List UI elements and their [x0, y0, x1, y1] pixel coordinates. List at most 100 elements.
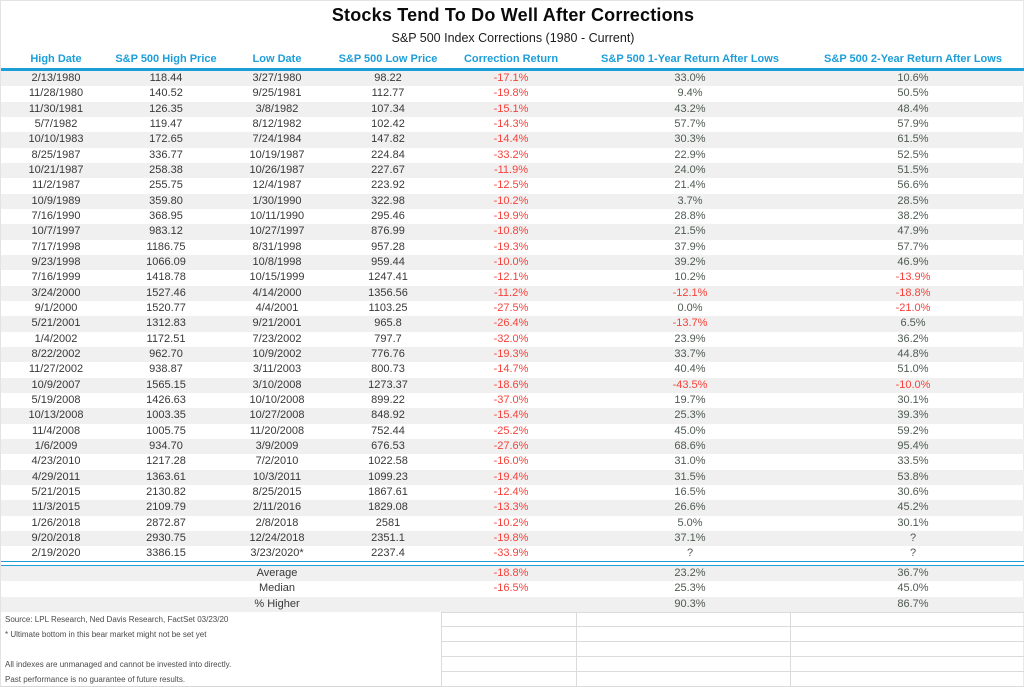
table-row: 8/22/2002 962.70 10/9/2002 776.76 -19.3% 33.7… — [1, 346, 1024, 363]
cell-1yr-return: 25.3% — [674, 582, 706, 595]
cell-correction-return: -14.3% — [493, 117, 529, 130]
cell-1yr-return: 10.2% — [674, 271, 706, 284]
table-header-row: High Date S&P 500 High Price Low Date S&… — [1, 50, 1024, 68]
cell-2yr-return: 59.2% — [897, 424, 929, 437]
cell-2yr-return: 47.9% — [897, 225, 929, 238]
cell-low-date: 2/8/2018 — [255, 516, 299, 529]
cell-high-date: 10/9/1989 — [31, 194, 81, 207]
table-row: 4/23/2010 1217.28 7/2/2010 1022.58 -16.0% 31.… — [1, 454, 1024, 469]
cell-low-date: 10/11/1990 — [249, 209, 305, 222]
table-row: 11/28/1980 140.52 9/25/1981 112.77 -19.8% 9.4… — [1, 86, 1024, 101]
cell-2yr-return: -18.8% — [895, 286, 931, 299]
cell-low-date: 10/15/1999 — [249, 271, 305, 284]
cell-2yr-return: 39.3% — [897, 409, 929, 422]
cell-high-price: 258.38 — [149, 163, 183, 176]
cell-correction-return: -19.3% — [493, 240, 529, 253]
empty-cell — [441, 627, 577, 642]
cell-1yr-return: 0.0% — [677, 301, 703, 314]
cell-high-price: 2872.87 — [146, 516, 186, 529]
cell-high-date: 1/26/2018 — [31, 516, 81, 529]
table-row: 5/21/2015 2130.82 8/25/2015 1867.61 -12.4% 16… — [1, 485, 1024, 500]
cell-low-date: 10/9/2002 — [252, 347, 302, 360]
cell-high-date: 11/2/1987 — [31, 179, 81, 192]
cell-2yr-return: 38.2% — [897, 209, 929, 222]
cell-correction-return: -14.4% — [493, 133, 529, 146]
cell-low-price: 776.76 — [371, 347, 405, 360]
cell-high-date: 11/27/2002 — [28, 363, 84, 376]
table-row: 10/10/1983 172.65 7/24/1984 147.82 -14.4% 30.… — [1, 132, 1024, 148]
cell-correction-return: -10.2% — [493, 516, 529, 529]
cell-low-price: 965.8 — [374, 317, 402, 330]
cell-1yr-return: 33.7% — [674, 347, 706, 360]
cell-low-date: 3/27/1980 — [252, 72, 302, 84]
cell-high-price: 172.65 — [149, 133, 183, 146]
cell-1yr-return: 19.7% — [674, 393, 706, 406]
cell-2yr-return: 56.6% — [897, 179, 929, 192]
table-row: 7/16/1990 368.95 10/11/1990 295.46 -19.9% 28.… — [1, 209, 1024, 224]
cell-low-date: 10/27/1997 — [249, 225, 305, 238]
empty-cell — [577, 657, 791, 672]
empty-cell — [577, 627, 791, 642]
cell-low-date: 12/4/1987 — [252, 179, 302, 192]
empty-cell — [441, 642, 577, 657]
cell-2yr-return: 30.6% — [897, 485, 929, 498]
page-subtitle: S&P 500 Index Corrections (1980 - Curren… — [391, 31, 635, 45]
empty-grid-row — [441, 642, 1024, 657]
summary-row-average: Average -18.8% 23.2% 36.7% — [1, 566, 1024, 582]
table-row: 4/29/2011 1363.61 10/3/2011 1099.23 -19.4% 31… — [1, 469, 1024, 485]
cell-low-price: 899.22 — [371, 393, 405, 406]
source-note: Source: LPL Research, Ned Davis Research… — [5, 615, 229, 624]
cell-high-date — [1, 566, 111, 581]
cell-correction-return: -33.9% — [493, 547, 529, 560]
cell-2yr-return: 45.0% — [897, 582, 929, 595]
cell-high-price: 1217.28 — [146, 455, 186, 468]
table-row: 5/21/2001 1312.83 9/21/2001 965.8 -26.4% -13.… — [1, 316, 1024, 332]
cell-1yr-return: 3.7% — [677, 194, 703, 207]
cell-2yr-return: 61.5% — [897, 133, 929, 146]
cell-low-price: 1356.56 — [368, 286, 408, 299]
cell-low-date: 10/10/2008 — [249, 393, 305, 406]
cell-correction-return: -13.3% — [493, 501, 529, 514]
cell-correction-return: -15.1% — [493, 102, 529, 115]
cell-high-date: 8/25/1987 — [31, 148, 81, 161]
cell-low-price: 223.92 — [371, 179, 405, 192]
cell-1yr-return: -13.7% — [672, 317, 708, 330]
summary-row-higher: % Higher 90.3% 86.7% — [1, 596, 1024, 612]
cell-high-price: 255.75 — [149, 179, 183, 192]
cell-2yr-return: 48.4% — [897, 102, 929, 115]
cell-2yr-return: -13.9% — [895, 271, 931, 284]
cell-high-price: 1426.63 — [146, 393, 186, 406]
asterisk-footnote: * Ultimate bottom in this bear market mi… — [5, 630, 207, 639]
cell-high-date: 2/13/1980 — [31, 72, 81, 84]
cell-2yr-return: 28.5% — [897, 194, 929, 207]
header-underline-rule — [1, 68, 1024, 71]
table-row: 1/6/2009 934.70 3/9/2009 676.53 -27.6% 68.6% 9… — [1, 438, 1024, 455]
cell-low-date: 8/12/1982 — [252, 117, 302, 130]
cell-high-price: 359.80 — [149, 194, 183, 207]
cell-high-date: 7/17/1998 — [31, 240, 81, 253]
table-row: 11/4/2008 1005.75 11/20/2008 752.44 -25.2% 45… — [1, 424, 1024, 439]
table-row: 7/17/1998 1186.75 8/31/1998 957.28 -19.3% 37.… — [1, 240, 1024, 255]
cell-high-date: 5/21/2001 — [31, 317, 81, 330]
cell-high-price: 140.52 — [149, 87, 183, 100]
cell-correction-return: -10.8% — [493, 225, 529, 238]
cell-high-price: 1005.75 — [146, 424, 186, 437]
cell-high-price: 1186.75 — [146, 240, 186, 253]
summary-rows: Average -18.8% 23.2% 36.7% Median -16.5% 25.3%… — [1, 566, 1024, 612]
cell-low-price: 957.28 — [371, 240, 405, 253]
cell-2yr-return: 51.5% — [897, 163, 929, 176]
cell-low-date: 3/8/1982 — [255, 102, 299, 115]
cell-high-price: 934.70 — [149, 439, 183, 452]
cell-low-price: 112.77 — [371, 87, 405, 100]
empty-grid-row — [441, 657, 1024, 672]
cell-high-price: 962.70 — [149, 347, 183, 360]
cell-2yr-return: 36.2% — [897, 332, 929, 345]
cell-low-price: 227.67 — [371, 163, 405, 176]
cell-low-date: 2/11/2016 — [252, 501, 302, 514]
cell-low-price: 959.44 — [371, 255, 405, 268]
cell-2yr-return: 57.9% — [897, 117, 929, 130]
cell-correction-return: -12.4% — [493, 485, 529, 498]
cell-1yr-return: -12.1% — [672, 286, 708, 299]
cell-high-date: 11/3/2015 — [31, 501, 81, 514]
cell-2yr-return: 10.6% — [897, 72, 929, 84]
